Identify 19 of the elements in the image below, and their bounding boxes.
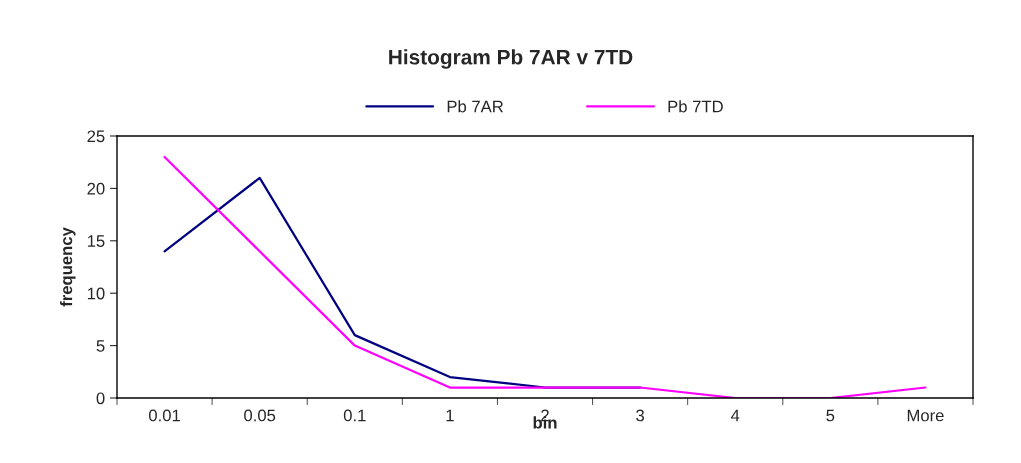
- y-tick-label: 10: [87, 287, 105, 300]
- x-tick-label: 3: [636, 409, 645, 422]
- y-tick-label: 25: [87, 130, 105, 143]
- y-axis-title: frequency: [60, 227, 76, 307]
- line-series: [163, 155, 927, 398]
- y-tick-label: 5: [96, 340, 105, 352]
- x-tick-label: 1: [446, 409, 454, 422]
- x-tick-label: 0.1: [343, 409, 366, 422]
- x-tick-label: 4: [730, 409, 740, 422]
- y-tick-label: 15: [87, 235, 105, 247]
- x-tick-label: 0.05: [244, 409, 276, 422]
- x-tick-label: More: [907, 409, 944, 422]
- legend-label: Pb 7TD: [668, 100, 723, 113]
- x-tick-label: 0.01: [148, 409, 180, 422]
- y-tick-label: 20: [87, 182, 105, 195]
- x-tick-label: 5: [826, 409, 835, 422]
- y-tick-label: 0: [96, 392, 105, 405]
- chart-title: Histogram Pb 7AR v 7TD: [389, 49, 633, 69]
- legend-label: Pb 7AR: [447, 100, 504, 113]
